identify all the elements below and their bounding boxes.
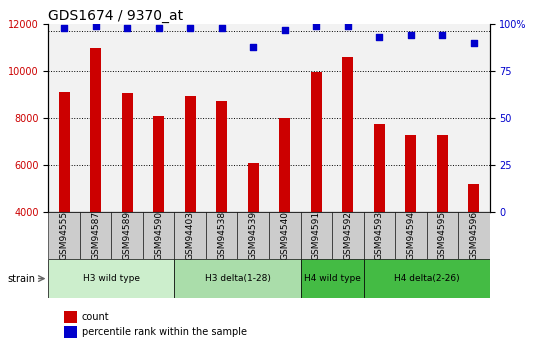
Bar xyxy=(143,212,174,259)
Bar xyxy=(237,212,269,259)
Bar xyxy=(174,24,206,212)
Point xyxy=(123,25,131,31)
Bar xyxy=(342,57,353,212)
Bar xyxy=(405,135,416,212)
Bar xyxy=(374,124,385,212)
Text: percentile rank within the sample: percentile rank within the sample xyxy=(82,327,246,337)
Point xyxy=(407,33,415,38)
Bar xyxy=(311,72,322,212)
Bar xyxy=(427,212,458,259)
Bar xyxy=(174,212,206,259)
Point xyxy=(312,23,321,29)
Point xyxy=(186,25,195,31)
Bar xyxy=(279,118,291,212)
Bar xyxy=(458,24,490,212)
Bar xyxy=(206,24,237,212)
Bar xyxy=(427,24,458,212)
Text: H3 delta(1-28): H3 delta(1-28) xyxy=(204,274,271,283)
Bar xyxy=(80,24,111,212)
Point xyxy=(91,23,100,29)
Text: GSM94596: GSM94596 xyxy=(469,211,478,260)
Bar xyxy=(111,212,143,259)
Text: GSM94591: GSM94591 xyxy=(312,211,321,260)
Bar xyxy=(301,24,332,212)
Point xyxy=(470,40,478,46)
Bar xyxy=(364,212,395,259)
Text: GSM94539: GSM94539 xyxy=(249,211,258,260)
Point xyxy=(60,25,68,31)
Bar xyxy=(143,24,174,212)
Text: GSM94555: GSM94555 xyxy=(60,211,69,260)
Text: GSM94594: GSM94594 xyxy=(406,211,415,260)
Text: GSM94592: GSM94592 xyxy=(343,211,352,260)
Text: GSM94403: GSM94403 xyxy=(186,211,195,260)
Bar xyxy=(269,212,301,259)
Point xyxy=(280,27,289,32)
Bar xyxy=(185,96,196,212)
Text: GSM94593: GSM94593 xyxy=(375,211,384,260)
Bar xyxy=(247,163,259,212)
Point xyxy=(438,33,447,38)
Bar xyxy=(269,24,301,212)
Bar xyxy=(48,212,80,259)
Bar xyxy=(80,212,111,259)
Bar xyxy=(206,212,237,259)
Bar xyxy=(364,24,395,212)
Text: GSM94540: GSM94540 xyxy=(280,211,289,260)
Bar xyxy=(458,212,490,259)
Text: GDS1674 / 9370_at: GDS1674 / 9370_at xyxy=(48,9,183,23)
Point xyxy=(249,44,258,49)
Bar xyxy=(468,184,479,212)
Text: GSM94589: GSM94589 xyxy=(123,211,132,260)
Point xyxy=(154,25,163,31)
Bar xyxy=(395,24,427,212)
Bar xyxy=(59,92,70,212)
Bar xyxy=(395,212,427,259)
Bar xyxy=(174,259,301,298)
Bar xyxy=(48,24,80,212)
Bar xyxy=(237,24,269,212)
Bar xyxy=(122,93,133,212)
Bar xyxy=(364,259,490,298)
Text: count: count xyxy=(82,312,109,322)
Bar xyxy=(332,24,364,212)
Point xyxy=(343,23,352,29)
Text: GSM94590: GSM94590 xyxy=(154,211,163,260)
Text: H3 wild type: H3 wild type xyxy=(83,274,140,283)
Bar xyxy=(437,135,448,212)
Bar xyxy=(111,24,143,212)
Text: GSM94595: GSM94595 xyxy=(438,211,447,260)
Bar xyxy=(48,259,174,298)
Point xyxy=(217,25,226,31)
Bar xyxy=(64,326,77,338)
Text: GSM94538: GSM94538 xyxy=(217,211,226,260)
Bar xyxy=(301,212,332,259)
Text: H4 delta(2-26): H4 delta(2-26) xyxy=(394,274,459,283)
Point xyxy=(375,34,384,40)
Bar xyxy=(153,116,164,212)
Text: H4 wild type: H4 wild type xyxy=(303,274,360,283)
Text: GSM94587: GSM94587 xyxy=(91,211,100,260)
Bar xyxy=(332,212,364,259)
Bar xyxy=(216,100,227,212)
Bar xyxy=(90,48,101,212)
Text: strain: strain xyxy=(8,274,36,284)
Bar xyxy=(64,310,77,323)
Bar xyxy=(301,259,364,298)
